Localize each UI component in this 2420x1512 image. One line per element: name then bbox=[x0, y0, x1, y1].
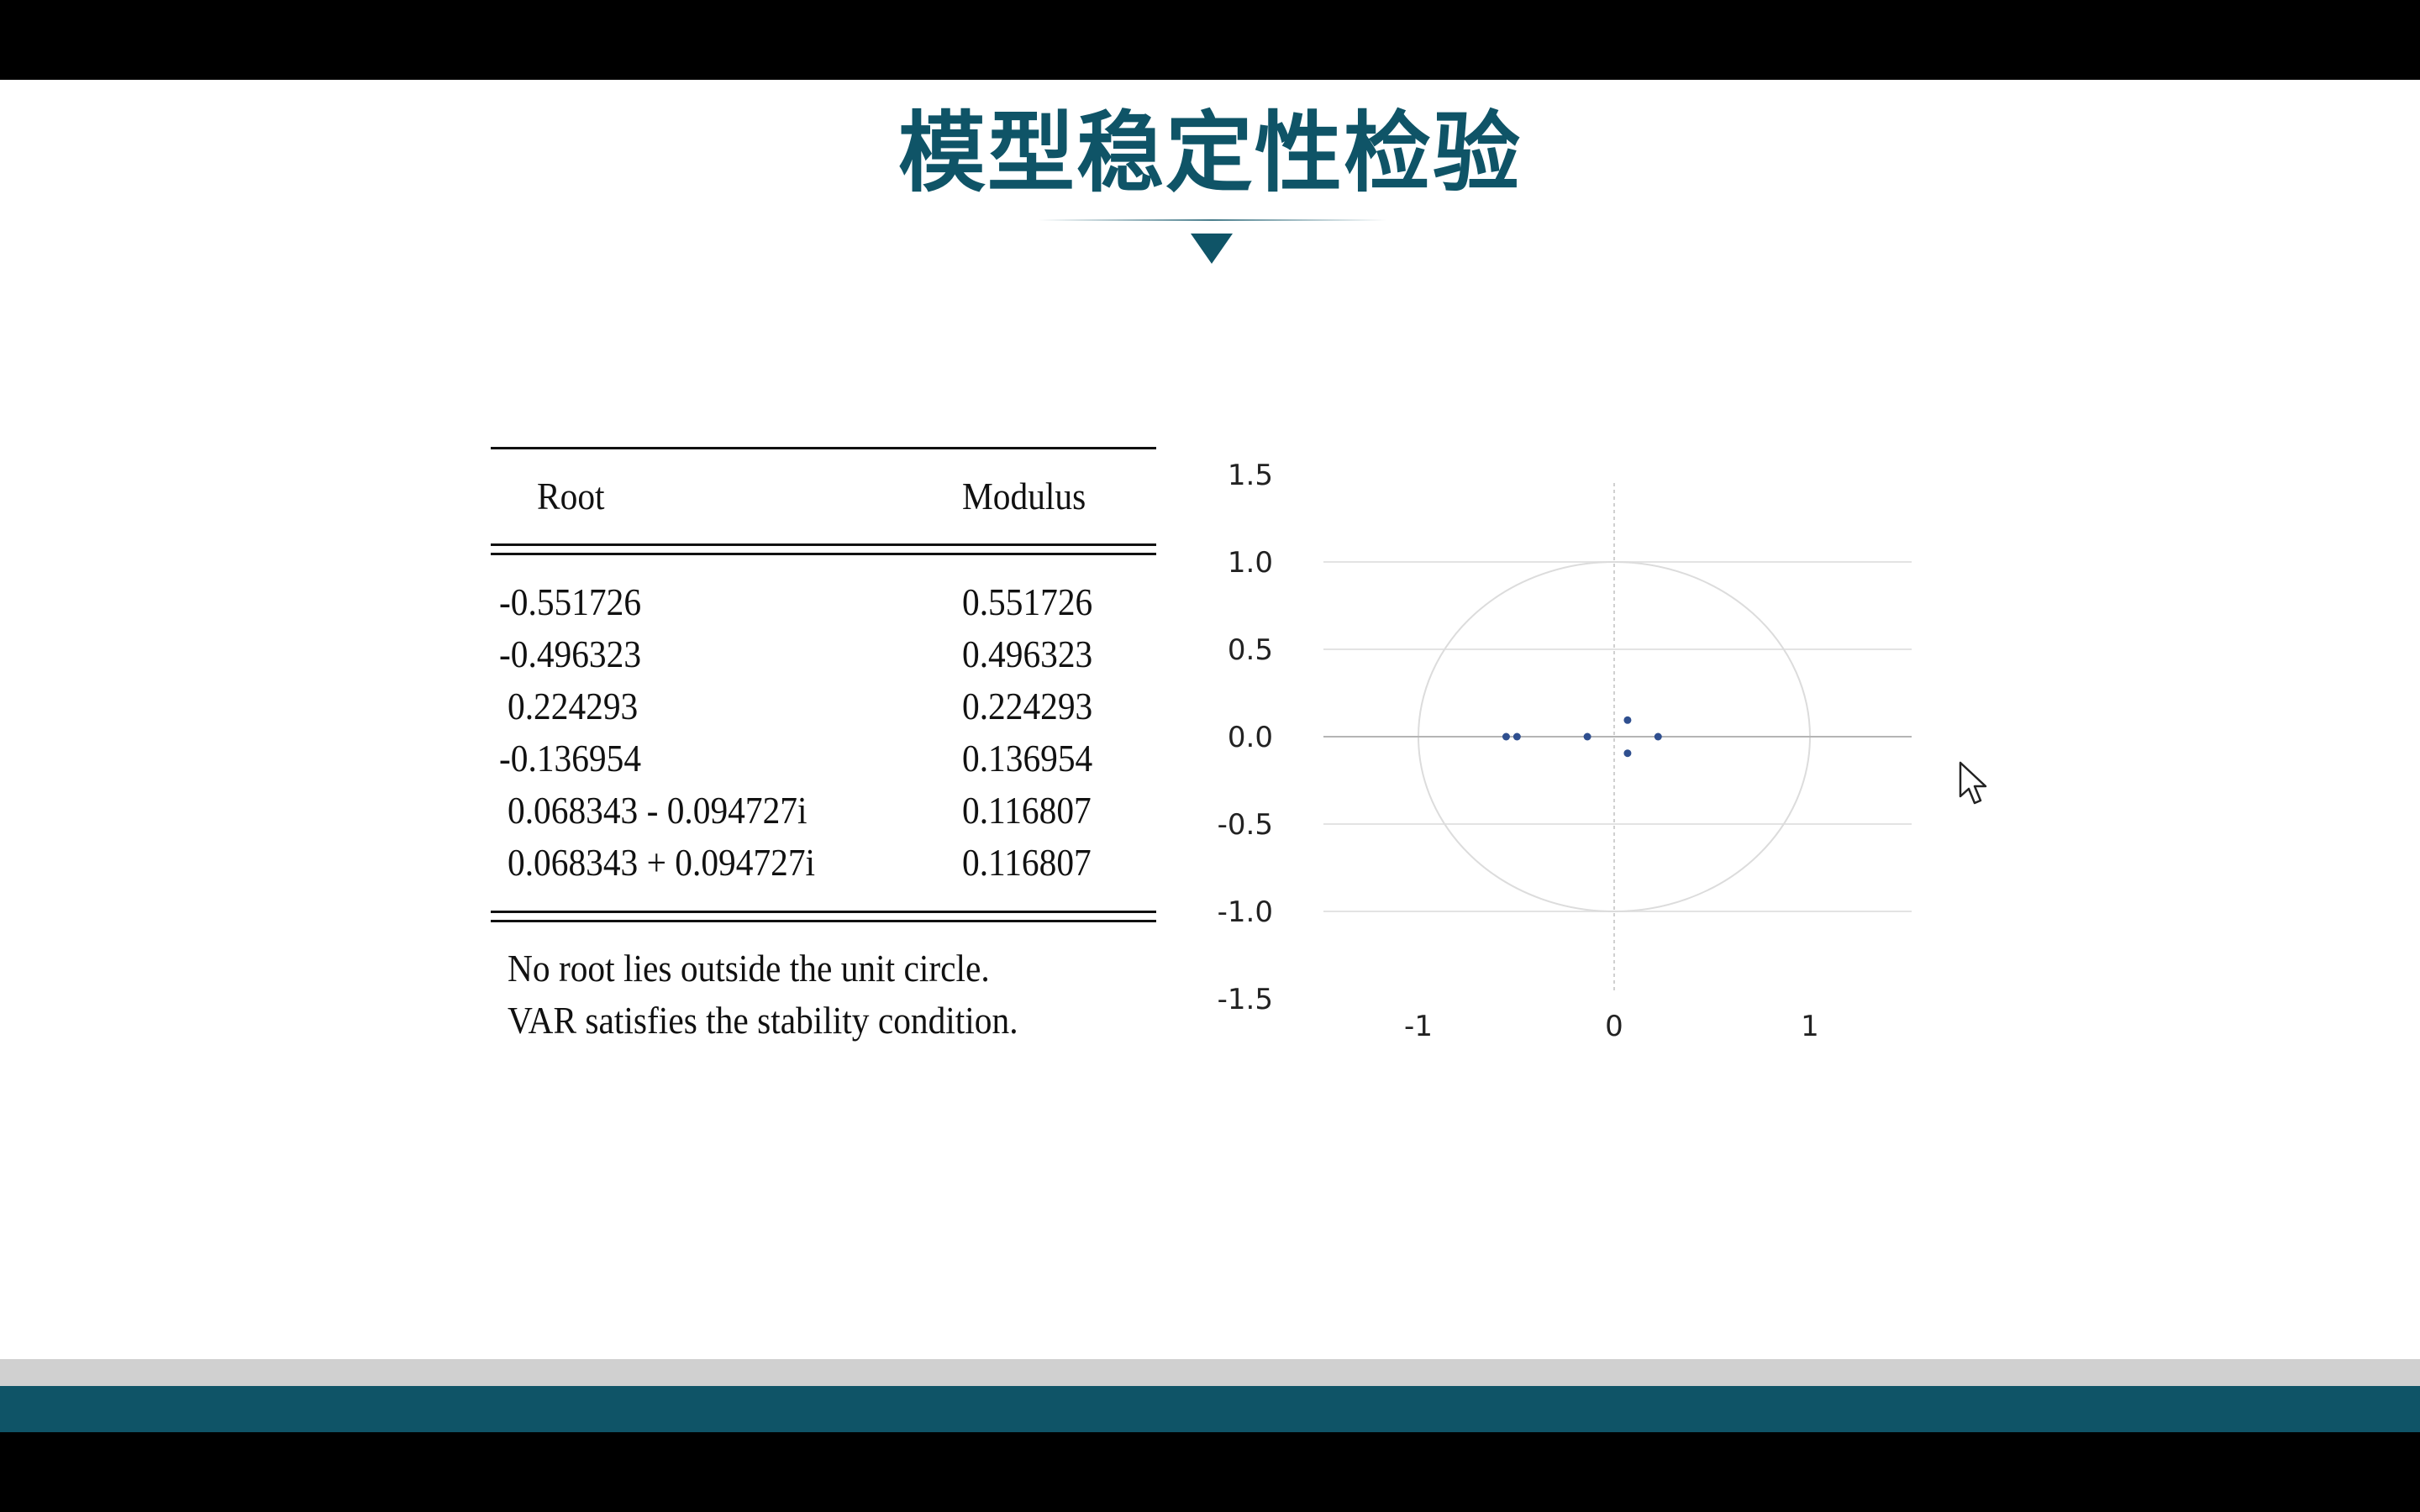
y-tick-label: 0.0 bbox=[1228, 721, 1273, 754]
footer-accent-bar bbox=[0, 1386, 2420, 1432]
table-cell-root: -0.496323 bbox=[499, 633, 642, 675]
slide-title: 模型稳定性检验 bbox=[897, 102, 1522, 204]
table-cell-root: -0.551726 bbox=[499, 580, 642, 623]
table-note: No root lies outside the unit circle. bbox=[508, 947, 990, 990]
title-triangle-icon bbox=[1191, 234, 1233, 264]
table-header-rule bbox=[491, 543, 1156, 555]
table-cell-root: 0.224293 bbox=[508, 685, 639, 727]
table-cell-modulus: 0.496323 bbox=[962, 633, 1093, 675]
header-modulus: Modulus bbox=[962, 475, 1086, 517]
root-point bbox=[1502, 732, 1510, 741]
presentation-slide bbox=[0, 80, 2420, 1432]
table-cell-root: 0.068343 + 0.094727i bbox=[508, 841, 816, 884]
root-point bbox=[1512, 732, 1521, 741]
root-point bbox=[1583, 732, 1591, 741]
y-tick-label: 1.5 bbox=[1228, 459, 1273, 492]
table-bottom-rule bbox=[491, 911, 1156, 922]
header-root: Root bbox=[537, 475, 605, 517]
table-cell-modulus: 0.224293 bbox=[962, 685, 1093, 727]
table-cell-modulus: 0.136954 bbox=[962, 737, 1093, 780]
root-point bbox=[1623, 716, 1632, 724]
table-cell-modulus: 0.116807 bbox=[962, 789, 1092, 832]
footer-gray-bar bbox=[0, 1359, 2420, 1386]
y-tick-label: -1.5 bbox=[1218, 983, 1273, 1016]
table-cell-root: 0.068343 - 0.094727i bbox=[508, 789, 808, 832]
x-tick-label: 0 bbox=[1605, 1010, 1623, 1043]
unit-circle-chart: 1.5 1.0 0.5 0.0 -0.5 -1.0 -1.5 -1 0 1 bbox=[1218, 459, 1912, 1043]
table-cell-modulus: 0.551726 bbox=[962, 580, 1093, 623]
table-cell-root: -0.136954 bbox=[499, 737, 642, 780]
title-divider bbox=[1038, 219, 1386, 221]
x-tick-labels: -1 0 1 bbox=[1404, 1010, 1819, 1043]
root-point bbox=[1623, 749, 1632, 758]
root-points bbox=[1502, 716, 1662, 758]
root-point bbox=[1654, 732, 1662, 741]
y-tick-label: 0.5 bbox=[1228, 633, 1273, 667]
y-tick-label: -0.5 bbox=[1218, 808, 1273, 842]
table-note: VAR satisfies the stability condition. bbox=[508, 999, 1018, 1042]
x-tick-label: 1 bbox=[1801, 1010, 1819, 1043]
chart-axes bbox=[1323, 483, 1912, 990]
mouse-cursor-icon bbox=[1959, 761, 1987, 805]
y-tick-labels: 1.5 1.0 0.5 0.0 -0.5 -1.0 -1.5 bbox=[1218, 459, 1273, 1016]
table-top-rule bbox=[491, 447, 1156, 449]
table-cell-modulus: 0.116807 bbox=[962, 841, 1092, 884]
y-tick-label: 1.0 bbox=[1228, 546, 1273, 580]
y-tick-label: -1.0 bbox=[1218, 895, 1273, 929]
x-tick-label: -1 bbox=[1404, 1010, 1433, 1043]
